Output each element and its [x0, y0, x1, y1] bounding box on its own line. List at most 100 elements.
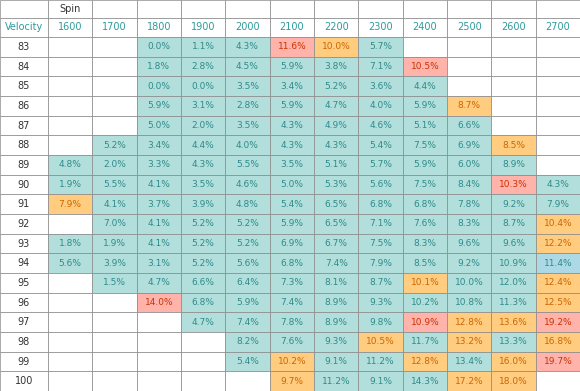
Text: 10.2%: 10.2% — [411, 298, 439, 307]
Text: 2500: 2500 — [457, 23, 481, 32]
Bar — [536, 76, 580, 96]
Bar — [491, 18, 536, 37]
Text: 2200: 2200 — [324, 23, 349, 32]
Bar — [181, 135, 226, 155]
Bar — [92, 352, 137, 371]
Text: 3.8%: 3.8% — [325, 62, 347, 71]
Text: 9.3%: 9.3% — [325, 337, 347, 346]
Bar — [0, 312, 48, 332]
Bar — [92, 273, 137, 293]
Text: 3.5%: 3.5% — [280, 160, 303, 169]
Bar — [137, 18, 181, 37]
Text: 1700: 1700 — [102, 23, 127, 32]
Bar — [137, 76, 181, 96]
Bar — [314, 0, 358, 18]
Text: 87: 87 — [18, 120, 30, 131]
Bar — [181, 214, 226, 234]
Bar — [0, 37, 48, 57]
Text: 6.8%: 6.8% — [369, 200, 392, 209]
Text: 2300: 2300 — [368, 23, 393, 32]
Bar — [536, 371, 580, 391]
Bar — [0, 234, 48, 253]
Bar — [491, 57, 536, 76]
Bar — [403, 273, 447, 293]
Bar — [314, 371, 358, 391]
Bar — [181, 273, 226, 293]
Bar — [536, 96, 580, 116]
Text: 1600: 1600 — [58, 23, 82, 32]
Text: 6.6%: 6.6% — [458, 121, 481, 130]
Text: 11.3%: 11.3% — [499, 298, 528, 307]
Text: 4.3%: 4.3% — [546, 180, 570, 189]
Text: 11.7%: 11.7% — [411, 337, 439, 346]
Bar — [270, 0, 314, 18]
Bar — [403, 194, 447, 214]
Bar — [181, 116, 226, 135]
Bar — [447, 37, 491, 57]
Bar — [92, 234, 137, 253]
Text: 5.2%: 5.2% — [192, 259, 215, 268]
Bar — [314, 96, 358, 116]
Bar — [491, 96, 536, 116]
Bar — [403, 155, 447, 175]
Text: 3.9%: 3.9% — [191, 200, 215, 209]
Bar — [48, 332, 92, 352]
Bar — [0, 293, 48, 312]
Text: 93: 93 — [18, 239, 30, 249]
Text: 10.0%: 10.0% — [322, 42, 350, 51]
Bar — [226, 155, 270, 175]
Text: 4.7%: 4.7% — [192, 317, 215, 326]
Text: 9.1%: 9.1% — [325, 357, 347, 366]
Bar — [181, 57, 226, 76]
Text: 4.7%: 4.7% — [325, 101, 347, 110]
Bar — [0, 175, 48, 194]
Text: 3.5%: 3.5% — [236, 121, 259, 130]
Text: 4.4%: 4.4% — [414, 82, 436, 91]
Text: 10.5%: 10.5% — [411, 62, 439, 71]
Bar — [358, 175, 403, 194]
Text: 5.9%: 5.9% — [280, 62, 303, 71]
Text: 7.6%: 7.6% — [280, 337, 303, 346]
Text: 10.1%: 10.1% — [411, 278, 439, 287]
Bar — [403, 312, 447, 332]
Bar — [447, 194, 491, 214]
Bar — [181, 312, 226, 332]
Bar — [0, 352, 48, 371]
Bar — [491, 155, 536, 175]
Bar — [0, 96, 48, 116]
Text: 7.5%: 7.5% — [369, 239, 392, 248]
Text: 86: 86 — [18, 101, 30, 111]
Text: 3.9%: 3.9% — [103, 259, 126, 268]
Text: 5.2%: 5.2% — [325, 82, 347, 91]
Text: 3.4%: 3.4% — [147, 141, 171, 150]
Bar — [358, 253, 403, 273]
Text: 1.8%: 1.8% — [59, 239, 82, 248]
Text: 11.6%: 11.6% — [277, 42, 306, 51]
Bar — [0, 57, 48, 76]
Bar — [137, 312, 181, 332]
Text: 5.9%: 5.9% — [236, 298, 259, 307]
Bar — [447, 312, 491, 332]
Bar — [137, 253, 181, 273]
Text: 4.3%: 4.3% — [280, 141, 303, 150]
Text: 4.0%: 4.0% — [369, 101, 392, 110]
Bar — [536, 155, 580, 175]
Text: 5.6%: 5.6% — [369, 180, 392, 189]
Text: 10.2%: 10.2% — [277, 357, 306, 366]
Bar — [270, 76, 314, 96]
Bar — [226, 135, 270, 155]
Bar — [48, 253, 92, 273]
Bar — [314, 312, 358, 332]
Bar — [536, 18, 580, 37]
Text: 5.9%: 5.9% — [147, 101, 171, 110]
Text: 8.5%: 8.5% — [414, 259, 436, 268]
Bar — [358, 332, 403, 352]
Text: 5.0%: 5.0% — [280, 180, 303, 189]
Bar — [403, 214, 447, 234]
Text: 5.4%: 5.4% — [236, 357, 259, 366]
Text: 5.9%: 5.9% — [280, 101, 303, 110]
Bar — [491, 76, 536, 96]
Bar — [270, 253, 314, 273]
Text: 7.8%: 7.8% — [458, 200, 481, 209]
Text: 8.3%: 8.3% — [414, 239, 436, 248]
